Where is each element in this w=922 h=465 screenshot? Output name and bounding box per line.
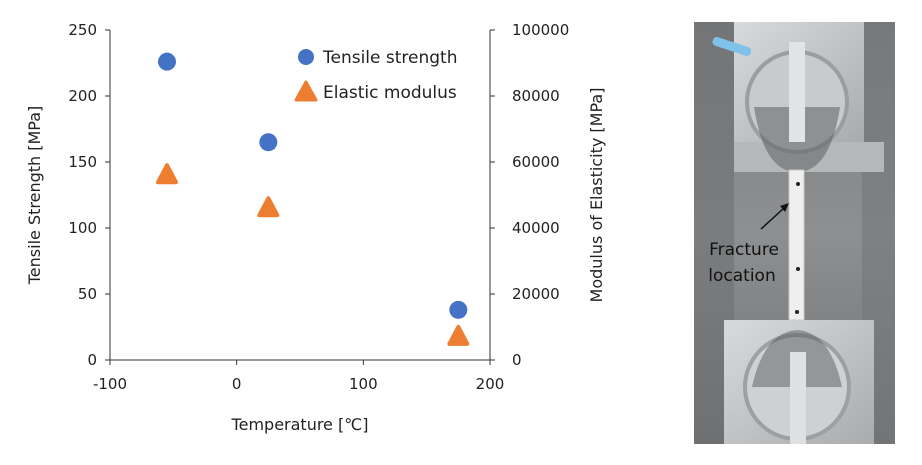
y2-axis-title: Modulus of Elasticity [MPa] — [587, 88, 606, 303]
y-tick-label: 50 — [78, 285, 97, 303]
specimen-photo: Fracture location — [694, 22, 895, 444]
x-tick-label: -100 — [93, 375, 127, 393]
y2-tick-label: 80000 — [512, 87, 560, 105]
y2-tick-label: 100000 — [512, 21, 569, 39]
y-tick-label: 150 — [68, 153, 97, 171]
photo-annotation-line2: location — [708, 266, 775, 286]
legend-marker-modulus — [294, 80, 318, 102]
y2-tick-label: 60000 — [512, 153, 560, 171]
plot-axes — [109, 30, 491, 361]
y-tick-label: 250 — [68, 21, 97, 39]
legend-label-modulus: Elastic modulus — [323, 83, 457, 103]
y-tick-label: 100 — [68, 219, 97, 237]
y2-tick-label: 40000 — [512, 219, 560, 237]
chart: -100 0 100 200 0 50 100 150 200 250 0 20000 40000 600… — [25, 21, 606, 434]
y-tick-label: 0 — [87, 351, 97, 369]
x-axis-title: Temperature [℃] — [231, 415, 369, 434]
marks-layer — [156, 52, 470, 346]
specimen-photo-drawing: Fracture location — [694, 22, 895, 444]
legend-label-tensile: Tensile strength — [322, 48, 458, 68]
x-tick-label: 100 — [349, 375, 378, 393]
x-tick-label: 0 — [232, 375, 242, 393]
y-tick-label: 200 — [68, 87, 97, 105]
point-tensile-strength — [449, 300, 468, 319]
y2-tick-label: 20000 — [512, 285, 560, 303]
y-axis-title: Tensile Strength [MPa] — [25, 106, 44, 286]
photo-annotation-line1: Fracture — [709, 240, 779, 260]
point-elastic-modulus — [447, 324, 470, 346]
legend: Tensile strength Elastic modulus — [294, 48, 458, 103]
point-elastic-modulus — [257, 196, 280, 218]
y2-tick-label: 0 — [512, 351, 522, 369]
legend-marker-tensile — [298, 49, 314, 65]
point-elastic-modulus — [156, 163, 178, 185]
ticks-layer: -100 0 100 200 0 50 100 150 200 250 0 20000 40000 600… — [68, 21, 569, 393]
point-tensile-strength — [158, 52, 176, 71]
point-tensile-strength — [259, 133, 278, 152]
x-tick-label: 200 — [476, 375, 505, 393]
